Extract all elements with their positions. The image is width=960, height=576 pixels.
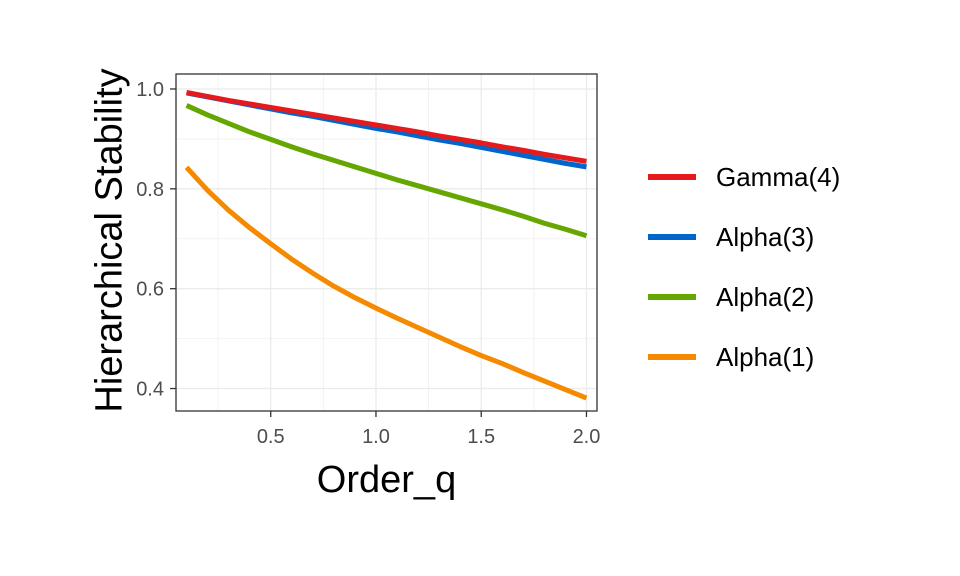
x-tick-label: 2.0 <box>573 426 601 448</box>
y-tick-label: 0.6 <box>136 279 164 301</box>
series-line-gamma-4 <box>186 90 587 164</box>
x-tick-label: 1.0 <box>362 426 390 448</box>
legend-label-alpha-1: Alpha(1) <box>716 342 814 372</box>
grid <box>176 74 597 411</box>
legend: Gamma(4) Alpha(3) Alpha(2) Alpha(1) <box>648 162 840 372</box>
x-tick-label: 1.5 <box>467 426 495 448</box>
legend-label-alpha-2: Alpha(2) <box>716 282 814 312</box>
series-line-alpha-1 <box>184 165 588 401</box>
legend-label-alpha-3: Alpha(3) <box>716 222 814 252</box>
x-axis-title: Order_q <box>317 459 456 501</box>
y-tick-label: 0.4 <box>136 379 164 401</box>
y-tick-label: 0.8 <box>136 179 164 201</box>
panel-border <box>175 73 598 412</box>
y-tick-label: 1.0 <box>136 79 164 101</box>
series-lines <box>184 90 588 401</box>
axis-ticks: 0.5 1.0 1.5 2.0 0.4 0.6 0.8 1.0 <box>136 79 600 448</box>
x-tick-label: 0.5 <box>257 426 285 448</box>
legend-label-gamma-4: Gamma(4) <box>716 162 840 192</box>
y-axis-title: Hierarchical Stability <box>88 68 130 412</box>
series-line-alpha-2 <box>185 103 588 239</box>
